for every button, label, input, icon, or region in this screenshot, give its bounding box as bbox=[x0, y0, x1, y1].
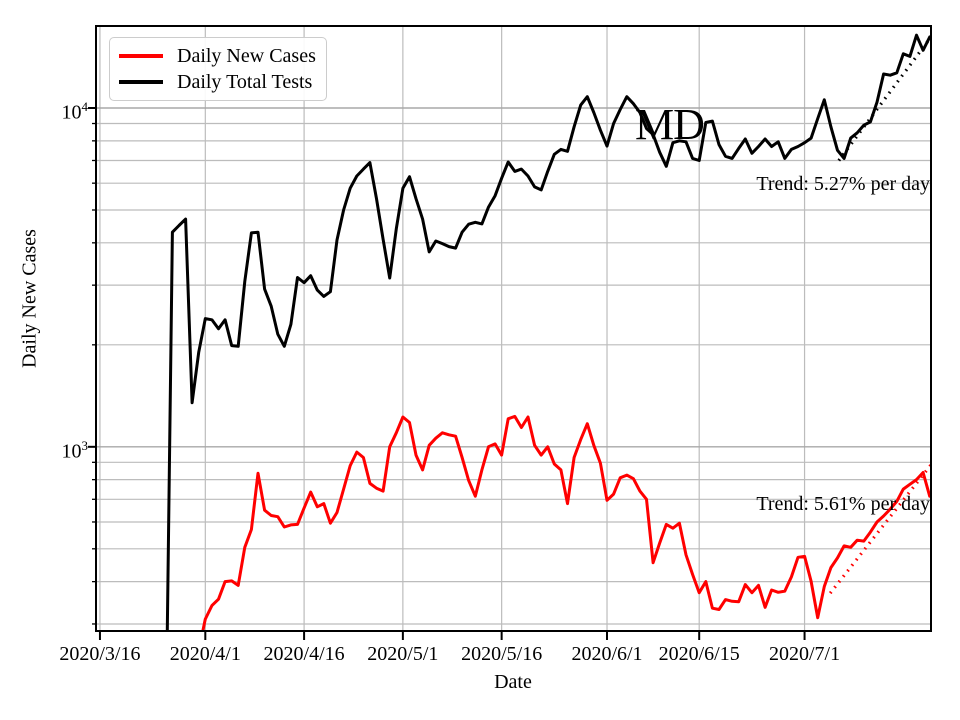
legend-item-daily-total-tests: Daily Total Tests bbox=[119, 69, 316, 95]
x-tick-label: 2020/6/15 bbox=[658, 643, 740, 665]
x-tick-label: 2020/7/1 bbox=[769, 643, 841, 665]
y-axis-label: Daily New Cases bbox=[18, 229, 41, 368]
state-code-annotation: MD bbox=[635, 100, 705, 149]
red-line-sample-icon bbox=[119, 54, 163, 58]
x-axis-label: Date bbox=[494, 671, 532, 693]
y-tick-label-10e3: 103 bbox=[61, 437, 89, 463]
x-tick-label: 2020/3/16 bbox=[59, 643, 141, 665]
x-tick-label: 2020/4/1 bbox=[169, 643, 241, 665]
x-tick-label: 2020/5/16 bbox=[461, 643, 543, 665]
legend-item-daily-new-cases: Daily New Cases bbox=[119, 43, 316, 69]
cases-trend-label: Trend: 5.61% per day bbox=[756, 493, 930, 515]
legend-label-daily-new-cases: Daily New Cases bbox=[177, 45, 316, 67]
black-line-sample-icon bbox=[119, 80, 163, 84]
y-tick-label-10e4: 104 bbox=[61, 99, 89, 124]
x-tick-label: 2020/6/1 bbox=[571, 643, 643, 665]
x-tick-label: 2020/5/1 bbox=[367, 643, 439, 665]
x-tick-label: 2020/4/16 bbox=[263, 643, 345, 665]
legend-label-daily-total-tests: Daily Total Tests bbox=[177, 71, 313, 93]
legend: Daily New Cases Daily Total Tests bbox=[109, 37, 327, 101]
tests-trend-label: Trend: 5.27% per day bbox=[756, 173, 930, 195]
